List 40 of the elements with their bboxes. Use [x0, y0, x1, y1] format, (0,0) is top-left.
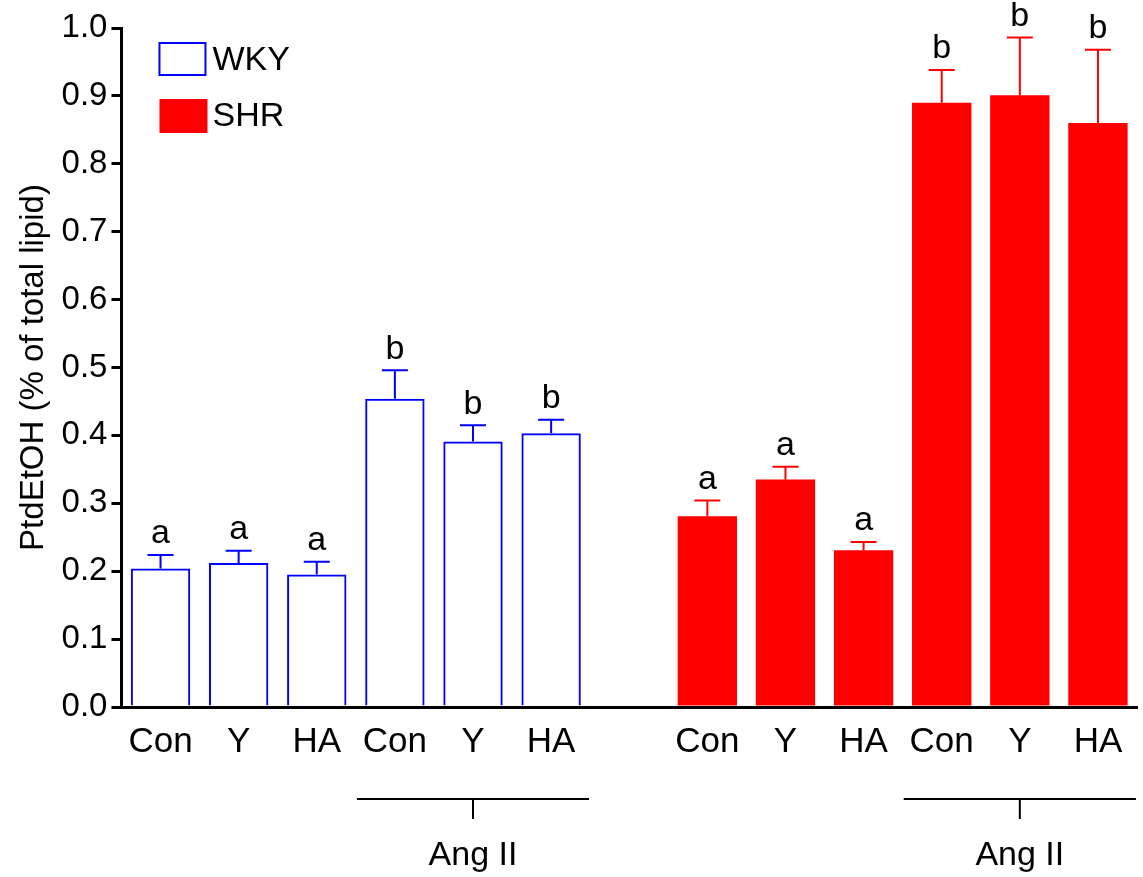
y-tick-label: 0.9 [61, 74, 108, 112]
x-tick-label: Y [773, 719, 798, 759]
y-tick-label: 0.2 [61, 550, 108, 588]
legend-label: SHR [212, 95, 285, 134]
data-label: a [229, 508, 249, 547]
y-tick-label: 0.6 [61, 278, 108, 316]
data-label: b [1088, 7, 1108, 46]
data-label: a [776, 424, 796, 463]
x-tick-label: HA [292, 719, 342, 759]
y-tick-label: 0.5 [61, 346, 108, 384]
data-label: a [854, 499, 874, 538]
x-tick-label: Con [128, 719, 193, 759]
data-label: b [541, 377, 561, 416]
y-tick-label: 0.0 [61, 686, 108, 724]
data-label: a [697, 457, 717, 496]
text: Ang II [428, 834, 518, 873]
data-label: b [463, 382, 483, 421]
x-tick-label: Con [362, 719, 427, 759]
data-label: b [385, 327, 405, 366]
data-label: b [1010, 0, 1030, 33]
x-tick-label: Con [675, 719, 740, 759]
x-tick-label: Y [461, 719, 485, 759]
x-tick-label: HA [1073, 719, 1123, 759]
y-tick-label: 0.8 [61, 142, 108, 180]
data-label: b [932, 27, 952, 66]
text: Ang II [975, 834, 1065, 873]
x-tick-label: Con [909, 719, 974, 759]
y-tick-label: 1.0 [61, 7, 108, 45]
y-tick-label: 0.4 [61, 414, 108, 452]
x-tick-label: Y [1008, 719, 1032, 759]
x-tick-label: HA [526, 719, 577, 759]
x-tick-label: Y [226, 719, 251, 759]
y-tick-label: 0.1 [61, 618, 108, 656]
x-tick-label: HA [839, 719, 889, 759]
data-label: a [307, 519, 327, 558]
y-tick-label: 0.3 [61, 482, 108, 520]
y-axis-title: PtdEtOH (% of total lipid) [12, 184, 50, 551]
legend-label: WKY [212, 39, 290, 78]
data-label: a [151, 512, 171, 551]
y-tick-label: 0.7 [61, 210, 108, 248]
